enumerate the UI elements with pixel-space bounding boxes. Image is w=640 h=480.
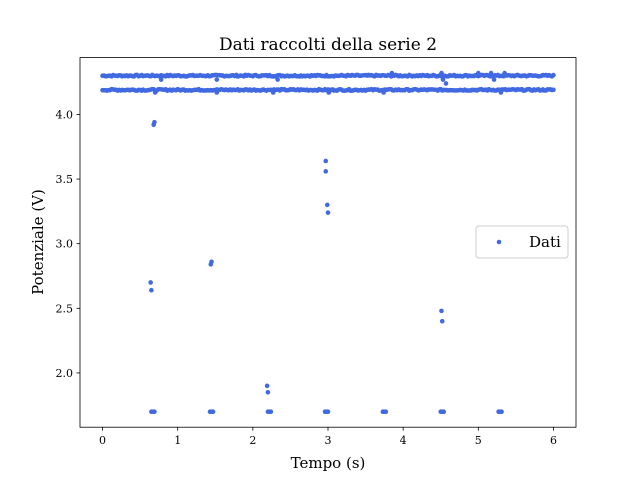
data-point (264, 383, 270, 389)
data-point (324, 202, 330, 208)
x-tick-label: 5 (475, 434, 482, 447)
legend-marker (496, 239, 502, 245)
data-point (152, 90, 158, 95)
y-tick-label: 3.5 (56, 173, 74, 186)
data-point (325, 409, 331, 414)
data-point (439, 318, 445, 324)
data-point (381, 90, 386, 95)
data-points (100, 70, 556, 414)
data-point (149, 287, 154, 293)
data-point (488, 70, 494, 76)
y-tick-label: 2.0 (56, 367, 74, 380)
data-point (152, 119, 157, 125)
x-axis: 0 1 2 3 4 5 6 (99, 427, 557, 447)
x-tick-label: 4 (400, 434, 407, 447)
band-1-point (551, 72, 556, 78)
y-tick-label: 4.0 (56, 108, 74, 121)
data-point (440, 77, 446, 82)
data-point (323, 169, 329, 174)
data-point (443, 81, 449, 86)
y-tick-label: 3.0 (56, 238, 74, 251)
data-point (502, 70, 507, 76)
data-point (325, 210, 331, 215)
data-point (158, 77, 164, 82)
data-point (275, 77, 280, 82)
legend-label: Dati (529, 233, 561, 251)
data-point (210, 409, 216, 414)
data-point (476, 70, 481, 76)
data-point (148, 280, 153, 285)
data-point (214, 77, 220, 82)
data-point (389, 70, 395, 76)
x-tick-label: 2 (249, 434, 256, 447)
x-tick-label: 0 (99, 434, 106, 447)
legend: Dati (475, 225, 569, 259)
legend-box (475, 225, 569, 259)
data-point (270, 90, 276, 95)
y-axis: 2.0 2.5 3.0 3.5 4.0 (56, 108, 80, 380)
band-2-point (551, 87, 556, 93)
data-point (265, 390, 271, 395)
y-tick-label: 2.5 (56, 302, 74, 315)
data-point (268, 409, 274, 414)
data-point (209, 259, 214, 265)
data-point (214, 90, 220, 95)
data-point (152, 409, 157, 414)
x-tick-label: 6 (550, 434, 557, 447)
data-point (499, 409, 504, 414)
data-point (326, 90, 332, 95)
x-tick-label: 1 (174, 434, 181, 447)
x-axis-label: Tempo (s) (291, 454, 366, 472)
data-point (383, 409, 389, 414)
chart-title: Dati raccolti della serie 2 (219, 35, 437, 55)
data-point (439, 70, 444, 76)
y-axis-label: Potenziale (V) (29, 189, 47, 295)
data-point (439, 308, 444, 314)
data-point (441, 409, 447, 414)
x-tick-label: 3 (325, 434, 332, 447)
data-point (498, 90, 504, 95)
data-point (323, 158, 329, 164)
data-point (491, 77, 497, 82)
